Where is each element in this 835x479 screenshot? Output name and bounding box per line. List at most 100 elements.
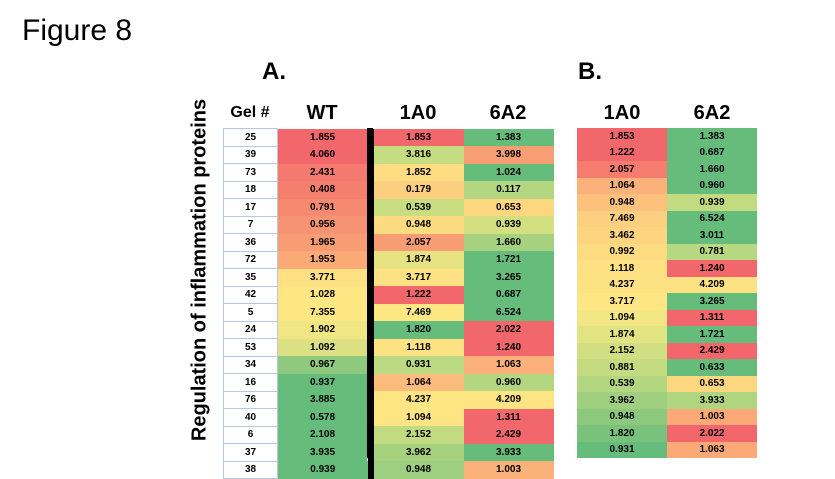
table-row: 2.057 1.660 xyxy=(577,161,757,178)
b-1a0-value-cell: 1.853 xyxy=(577,128,667,145)
b-1a0-value-cell: 0.539 xyxy=(577,375,667,392)
gel-number-cell: 24 xyxy=(223,320,278,339)
b-6a2-value-cell: 0.653 xyxy=(667,375,757,392)
a-1a0-value-cell: 1.222 xyxy=(373,286,464,304)
b-6a2-value-cell: 1.383 xyxy=(667,128,757,145)
a-1a0-value-cell: 3.717 xyxy=(373,268,464,286)
b-6a2-value-cell: 6.524 xyxy=(667,210,757,227)
table-row: 0.539 0.653 xyxy=(577,375,757,392)
b-6a2-value-cell: 1.003 xyxy=(667,408,757,425)
col-header-gel: Gel # xyxy=(230,104,270,121)
b-1a0-value-cell: 4.237 xyxy=(577,276,667,293)
gel-number-cell: 76 xyxy=(223,390,278,409)
table-row: 38 0.939 0.948 1.003 xyxy=(223,460,554,479)
table-row: 17 0.791 0.539 0.653 xyxy=(223,198,554,217)
b-6a2-value-cell: 3.265 xyxy=(667,293,757,310)
b-1a0-value-cell: 3.717 xyxy=(577,293,667,310)
table-row: 3.717 3.265 xyxy=(577,293,757,310)
a-6a2-value-cell: 3.933 xyxy=(463,443,554,461)
wt-value-cell: 1.902 xyxy=(277,321,368,339)
gel-number-cell: 38 xyxy=(223,460,278,479)
table-row: 39 4.060 3.816 3.998 xyxy=(223,145,554,164)
wt-value-cell: 1.965 xyxy=(277,233,368,251)
col-header-a-1a0: 1A0 xyxy=(399,102,437,124)
b-6a2-value-cell: 1.240 xyxy=(667,260,757,277)
wt-value-cell: 0.408 xyxy=(277,181,368,199)
wt-value-cell: 0.956 xyxy=(277,216,368,234)
wt-value-cell: 7.355 xyxy=(277,303,368,321)
wt-value-cell: 0.937 xyxy=(277,373,368,391)
col-header-b-6a2: 6A2 xyxy=(693,102,731,124)
table-row: 5 7.355 7.469 6.524 xyxy=(223,303,554,322)
b-6a2-value-cell: 1.660 xyxy=(667,161,757,178)
a-1a0-value-cell: 2.057 xyxy=(373,233,464,251)
gel-number-cell: 25 xyxy=(223,128,278,147)
b-1a0-value-cell: 3.962 xyxy=(577,392,667,409)
b-6a2-value-cell: 0.687 xyxy=(667,144,757,161)
b-6a2-value-cell: 0.633 xyxy=(667,359,757,376)
b-6a2-value-cell: 0.939 xyxy=(667,194,757,211)
table-row: 0.931 1.063 xyxy=(577,441,757,458)
b-1a0-value-cell: 1.820 xyxy=(577,425,667,442)
table-row: 4.237 4.209 xyxy=(577,276,757,293)
a-1a0-value-cell: 0.948 xyxy=(373,461,464,479)
a-6a2-value-cell: 1.660 xyxy=(463,233,554,251)
wt-value-cell: 4.060 xyxy=(277,146,368,164)
table-row: 42 1.028 1.222 0.687 xyxy=(223,285,554,304)
a-1a0-value-cell: 1.118 xyxy=(373,338,464,356)
table-row: 0.992 0.781 xyxy=(577,243,757,260)
table-row: 37 3.935 3.962 3.933 xyxy=(223,443,554,462)
b-1a0-value-cell: 3.462 xyxy=(577,227,667,244)
wt-value-cell: 2.431 xyxy=(277,163,368,181)
a-1a0-value-cell: 1.094 xyxy=(373,408,464,426)
wt-value-cell: 1.855 xyxy=(277,128,368,146)
a-6a2-value-cell: 1.063 xyxy=(463,356,554,374)
a-6a2-value-cell: 1.240 xyxy=(463,338,554,356)
wt-value-cell: 1.028 xyxy=(277,286,368,304)
a-6a2-value-cell: 1.024 xyxy=(463,163,554,181)
a-1a0-value-cell: 0.179 xyxy=(373,181,464,199)
gel-number-cell: 5 xyxy=(223,303,278,322)
table-row: 0.948 1.003 xyxy=(577,408,757,425)
b-6a2-value-cell: 3.933 xyxy=(667,392,757,409)
a-1a0-value-cell: 1.852 xyxy=(373,163,464,181)
table-row: 35 3.771 3.717 3.265 xyxy=(223,268,554,287)
gel-number-cell: 35 xyxy=(223,268,278,287)
a-6a2-value-cell: 0.117 xyxy=(463,181,554,199)
b-6a2-value-cell: 1.311 xyxy=(667,309,757,326)
table-row: 1.820 2.022 xyxy=(577,425,757,442)
a-1a0-value-cell: 7.469 xyxy=(373,303,464,321)
wt-value-cell: 0.939 xyxy=(277,461,368,479)
table-row: 24 1.902 1.820 2.022 xyxy=(223,320,554,339)
a-1a0-value-cell: 1.064 xyxy=(373,373,464,391)
a-6a2-value-cell: 6.524 xyxy=(463,303,554,321)
a-6a2-value-cell: 4.209 xyxy=(463,391,554,409)
b-1a0-value-cell: 0.931 xyxy=(577,441,667,458)
table-row: 2.152 2.429 xyxy=(577,342,757,359)
table-row: 0.948 0.939 xyxy=(577,194,757,211)
heatmap-panel-b: 1.853 1.383 1.222 0.687 2.057 1.660 1.064 0.960… xyxy=(577,128,757,458)
a-1a0-value-cell: 1.874 xyxy=(373,251,464,269)
wt-value-cell: 3.771 xyxy=(277,268,368,286)
table-row: 18 0.408 0.179 0.117 xyxy=(223,180,554,199)
gel-number-cell: 6 xyxy=(223,425,278,444)
b-1a0-value-cell: 1.118 xyxy=(577,260,667,277)
a-1a0-value-cell: 0.931 xyxy=(373,356,464,374)
wt-value-cell: 0.967 xyxy=(277,356,368,374)
y-axis-label: Regulation of inflammation proteins xyxy=(188,98,211,442)
wt-value-cell: 3.935 xyxy=(277,443,368,461)
a-1a0-value-cell: 0.948 xyxy=(373,216,464,234)
b-6a2-value-cell: 0.781 xyxy=(667,243,757,260)
panel-a-label: A. xyxy=(262,58,286,85)
a-6a2-value-cell: 3.998 xyxy=(463,146,554,164)
gel-number-cell: 73 xyxy=(223,163,278,182)
divider-gap xyxy=(367,461,374,479)
gel-number-cell: 39 xyxy=(223,145,278,164)
b-1a0-value-cell: 0.948 xyxy=(577,194,667,211)
gel-number-cell: 37 xyxy=(223,443,278,462)
a-6a2-value-cell: 1.383 xyxy=(463,128,554,146)
b-1a0-value-cell: 2.057 xyxy=(577,161,667,178)
a-6a2-value-cell: 2.022 xyxy=(463,321,554,339)
gel-number-cell: 36 xyxy=(223,233,278,252)
b-1a0-value-cell: 1.064 xyxy=(577,177,667,194)
